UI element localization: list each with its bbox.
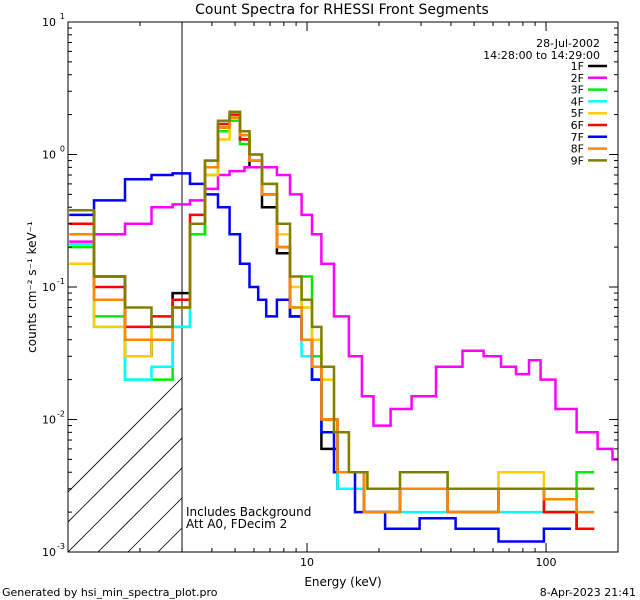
x-tick-label: 10 <box>300 556 314 569</box>
legend-label-6F: 6F <box>571 119 584 132</box>
legend-label-5F: 5F <box>571 107 584 120</box>
date-time-annotation: 28-Jul-2002 14:28:00 to 14:29:00 <box>483 37 600 62</box>
background-annotation: Includes Background Att A0, FDecim 2 <box>186 505 311 531</box>
y-tick-label: 10 <box>42 281 56 294</box>
y-tick-exponent: 1 <box>60 12 65 21</box>
x-axis-label: Energy (keV) <box>304 575 381 589</box>
y-tick-label: 10 <box>42 546 56 559</box>
legend-label-4F: 4F <box>571 95 584 108</box>
legend-label-2F: 2F <box>571 72 584 85</box>
date-label: 28-Jul-2002 <box>536 37 600 50</box>
series-7F <box>69 172 571 543</box>
annotation-line-1: Includes Background <box>186 505 311 519</box>
legend-label-1F: 1F <box>571 60 584 73</box>
legend-label-8F: 8F <box>571 143 584 156</box>
y-tick-exponent: 0 <box>60 145 65 154</box>
footer-generated-by: Generated by hsi_min_spectra_plot.pro <box>2 586 218 599</box>
legend-label-9F: 9F <box>571 154 584 167</box>
y-tick-label: 10 <box>42 149 56 162</box>
footer-timestamp: 8-Apr-2023 21:41 <box>540 586 636 599</box>
x-tick-label: 100 <box>536 556 557 569</box>
series-layer <box>69 110 618 543</box>
y-tick-exponent: -1 <box>57 277 65 286</box>
legend-label-7F: 7F <box>571 131 584 144</box>
time-range-label: 14:28:00 to 14:29:00 <box>483 49 600 62</box>
series-9F <box>69 110 595 491</box>
legend-label-3F: 3F <box>571 84 584 97</box>
y-tick-label: 10 <box>42 16 56 29</box>
annotation-line-2: Att A0, FDecim 2 <box>186 517 287 531</box>
chart-title: Count Spectra for RHESSI Front Segments <box>195 2 489 18</box>
y-tick-label: 10 <box>42 414 56 427</box>
series-2F <box>69 166 618 461</box>
y-tick-exponent: -2 <box>57 410 65 419</box>
y-axis-label: counts cm⁻² s⁻¹ keV⁻¹ <box>25 221 39 353</box>
y-tick-exponent: -3 <box>57 542 65 551</box>
